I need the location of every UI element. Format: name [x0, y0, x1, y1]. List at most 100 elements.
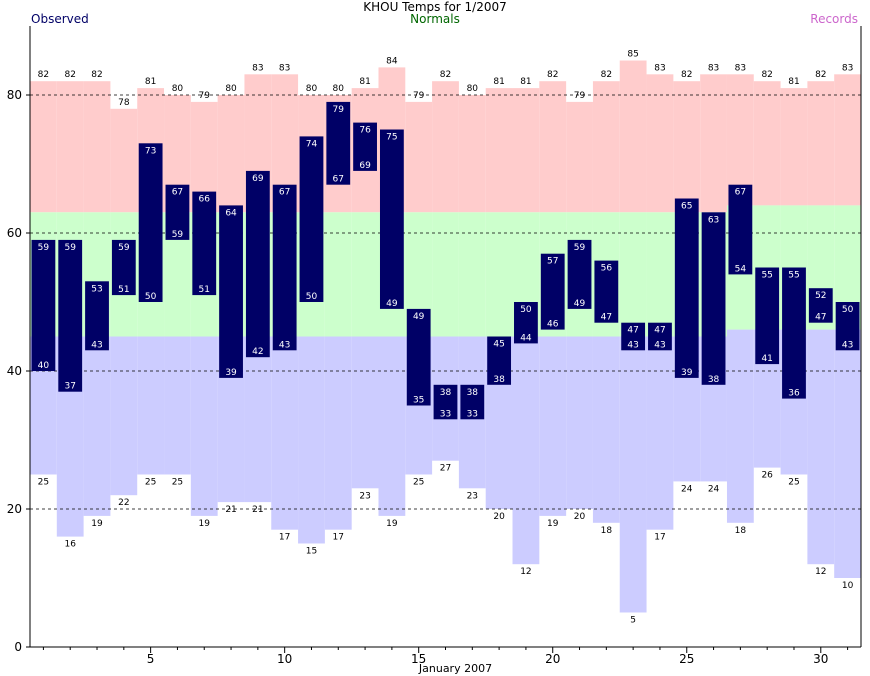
observed-low-label-6: 59 [172, 230, 184, 240]
legend-observed: Observed [31, 12, 89, 26]
observed-high-label-25: 65 [681, 202, 692, 212]
observed-low-label-9: 42 [252, 347, 263, 357]
record-low-label-22: 18 [601, 526, 613, 536]
observed-low-label-23: 43 [627, 340, 638, 350]
x-tick-label-30: 30 [813, 652, 828, 666]
observed-high-label-5: 73 [145, 146, 156, 156]
record-high-label-31: 83 [842, 63, 853, 73]
record-high-band-17 [458, 95, 486, 213]
record-low-label-29: 25 [788, 478, 799, 488]
observed-bar-3 [85, 281, 109, 351]
record-low-band-11 [298, 336, 325, 544]
record-high-label-21: 79 [574, 91, 586, 101]
record-low-label-14: 19 [386, 519, 398, 529]
observed-bar-9 [245, 170, 270, 358]
record-low-label-20: 19 [547, 519, 559, 529]
observed-bar-6 [165, 184, 190, 240]
observed-bar-14 [379, 129, 404, 309]
observed-high-label-31: 50 [842, 305, 854, 315]
record-low-label-8: 21 [225, 505, 236, 515]
observed-high-label-30: 52 [815, 291, 826, 301]
record-high-label-19: 81 [520, 77, 531, 87]
record-high-label-27: 83 [735, 63, 746, 73]
x-tick-label-15: 15 [411, 652, 426, 666]
record-low-label-21: 20 [574, 512, 586, 522]
record-high-band-16 [432, 81, 459, 213]
record-low-band-7 [190, 336, 218, 516]
legend-normals: Normals [410, 12, 460, 26]
observed-high-label-19: 50 [520, 305, 532, 315]
record-low-label-11: 15 [306, 547, 317, 557]
record-low-label-31: 10 [842, 581, 854, 591]
y-tick-label-0: 0 [14, 640, 22, 654]
record-low-band-6 [164, 336, 191, 475]
observed-low-label-4: 51 [118, 285, 129, 295]
observed-high-label-8: 64 [225, 208, 237, 218]
record-low-band-12 [324, 336, 352, 530]
observed-high-label-24: 47 [654, 326, 665, 336]
normal-band-24 [646, 212, 674, 337]
observed-bar-27 [728, 184, 753, 275]
record-high-label-24: 83 [654, 63, 665, 73]
x-tick-label-25: 25 [679, 652, 694, 666]
legend-records: Records [810, 12, 858, 26]
record-low-band-24 [646, 336, 674, 530]
record-low-label-3: 19 [91, 519, 103, 529]
record-high-band-30 [807, 81, 835, 206]
observed-low-label-12: 67 [333, 175, 344, 185]
observed-high-label-7: 66 [199, 195, 211, 205]
observed-bar-19 [514, 302, 538, 344]
record-high-band-27 [726, 74, 754, 206]
record-low-label-19: 12 [520, 567, 531, 577]
observed-bar-8 [219, 205, 243, 378]
record-low-label-17: 23 [467, 491, 478, 501]
observed-high-label-23: 47 [627, 326, 638, 336]
record-high-band-26 [700, 74, 727, 213]
record-high-label-15: 79 [413, 91, 425, 101]
record-low-label-27: 18 [735, 526, 747, 536]
record-high-label-1: 82 [38, 70, 49, 80]
observed-high-label-26: 63 [708, 215, 719, 225]
observed-low-label-20: 46 [547, 320, 559, 330]
observed-bar-18 [487, 336, 512, 385]
observed-low-label-3: 43 [91, 340, 102, 350]
record-high-label-7: 79 [199, 91, 211, 101]
x-tick-label-20: 20 [545, 652, 560, 666]
record-low-label-9: 21 [252, 505, 263, 515]
observed-bar-7 [192, 191, 217, 296]
observed-high-label-11: 74 [306, 139, 318, 149]
observed-bar-20 [540, 253, 565, 330]
observed-high-label-27: 67 [735, 188, 746, 198]
record-high-band-2 [56, 81, 84, 213]
observed-low-label-14: 49 [386, 299, 398, 309]
record-low-label-18: 20 [493, 512, 505, 522]
observed-low-label-30: 47 [815, 313, 826, 323]
record-high-label-26: 83 [708, 63, 719, 73]
observed-low-label-13: 69 [359, 161, 371, 171]
record-high-band-22 [592, 81, 620, 213]
chart-title: KHOU Temps for 1/2007 [363, 0, 507, 14]
observed-bar-22 [594, 260, 619, 323]
record-low-label-30: 12 [815, 567, 826, 577]
observed-high-label-20: 57 [547, 257, 558, 267]
record-low-band-22 [592, 336, 620, 523]
observed-bar-5 [138, 143, 163, 302]
record-low-label-26: 24 [708, 484, 720, 494]
record-high-band-8 [217, 95, 245, 213]
record-low-band-10 [271, 336, 299, 530]
record-low-label-5: 25 [145, 478, 156, 488]
normal-band-12 [324, 212, 352, 337]
record-low-band-27 [726, 329, 754, 523]
observed-low-label-24: 43 [654, 340, 665, 350]
observed-low-label-28: 41 [761, 354, 772, 364]
record-low-band-14 [378, 336, 406, 516]
record-high-band-20 [539, 81, 567, 213]
record-high-label-9: 83 [252, 63, 263, 73]
observed-bar-13 [353, 122, 377, 171]
record-low-label-4: 22 [118, 498, 129, 508]
observed-low-label-5: 50 [145, 292, 157, 302]
record-high-label-22: 82 [601, 70, 612, 80]
record-low-band-3 [83, 336, 111, 516]
record-high-label-16: 82 [440, 70, 451, 80]
observed-bar-2 [58, 239, 83, 392]
